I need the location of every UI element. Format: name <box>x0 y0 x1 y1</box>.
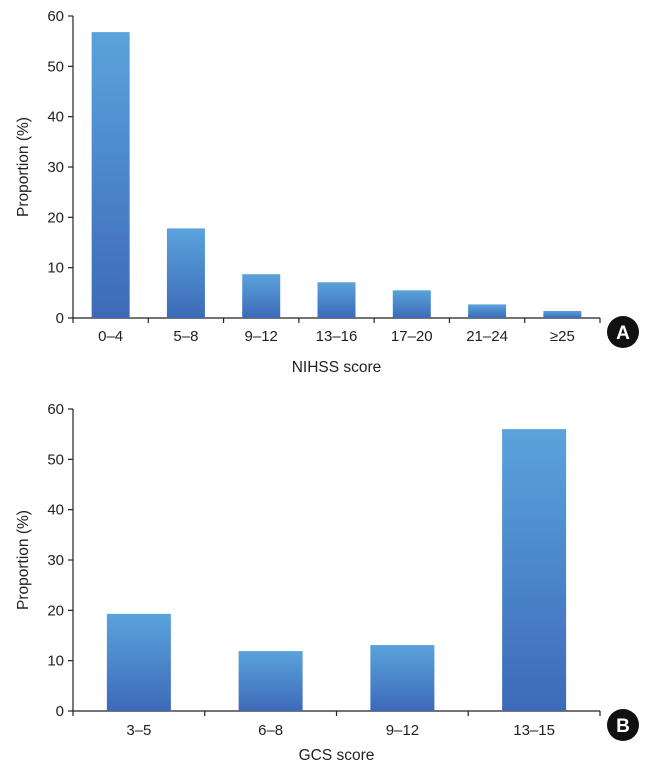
y-tick-label: 10 <box>47 260 64 277</box>
y-tick-label: 0 <box>56 310 64 327</box>
y-tick-label: 10 <box>47 653 64 670</box>
panel-badge-letter: A <box>616 323 630 344</box>
x-tick-label: 3–5 <box>126 722 151 739</box>
bar <box>106 613 171 711</box>
y-tick-label: 30 <box>47 159 64 176</box>
panel-badge-circle <box>607 709 639 741</box>
y-tick-label: 20 <box>47 602 64 619</box>
y-tick-label: 40 <box>47 109 64 126</box>
bar <box>392 290 431 318</box>
panel-badge-letter: B <box>616 716 630 737</box>
y-axis-title: Proportion (%) <box>15 117 32 217</box>
bar <box>502 429 567 711</box>
x-tick-label: 13–15 <box>513 722 555 739</box>
y-tick-label: 40 <box>47 502 64 519</box>
y-tick-label: 30 <box>47 552 64 569</box>
bar <box>468 304 507 318</box>
bar <box>543 310 582 318</box>
y-tick-label: 0 <box>56 703 64 720</box>
x-axis-title: NIHSS score <box>292 359 382 376</box>
y-axis-title: Proportion (%) <box>15 510 32 610</box>
bar <box>166 228 205 318</box>
bar <box>91 32 130 319</box>
x-tick-label: 17–20 <box>391 328 433 345</box>
x-tick-label: ≥25 <box>550 328 575 345</box>
y-tick-label: 50 <box>47 58 64 75</box>
bar <box>370 645 435 711</box>
bar <box>238 651 303 711</box>
chart-panel-a: 0 10 20 30 40 50 60 0–4 5–8 9–12 13–16 17–20 21–24 ≥2… <box>15 8 639 376</box>
y-tick-label: 60 <box>47 8 64 25</box>
x-axis-title: GCS score <box>299 747 375 764</box>
y-tick-label: 60 <box>47 401 64 418</box>
x-tick-label: 9–12 <box>386 722 419 739</box>
panel-badge-circle <box>607 316 639 348</box>
chart-panel-b: 0 10 20 30 40 50 60 3–5 6–8 9–12 13–15 GCS score Pro… <box>15 401 639 764</box>
x-tick-label: 5–8 <box>173 328 198 345</box>
x-tick-label: 13–16 <box>316 328 358 345</box>
x-tick-label: 6–8 <box>258 722 283 739</box>
x-tick-label: 9–12 <box>245 328 278 345</box>
x-tick-label: 21–24 <box>466 328 508 345</box>
panel-badge: B <box>607 709 639 741</box>
bar <box>317 282 356 318</box>
y-tick-label: 20 <box>47 209 64 226</box>
bar <box>242 274 281 318</box>
panel-badge: A <box>607 316 639 348</box>
x-tick-label: 0–4 <box>98 328 123 345</box>
y-tick-label: 50 <box>47 451 64 468</box>
